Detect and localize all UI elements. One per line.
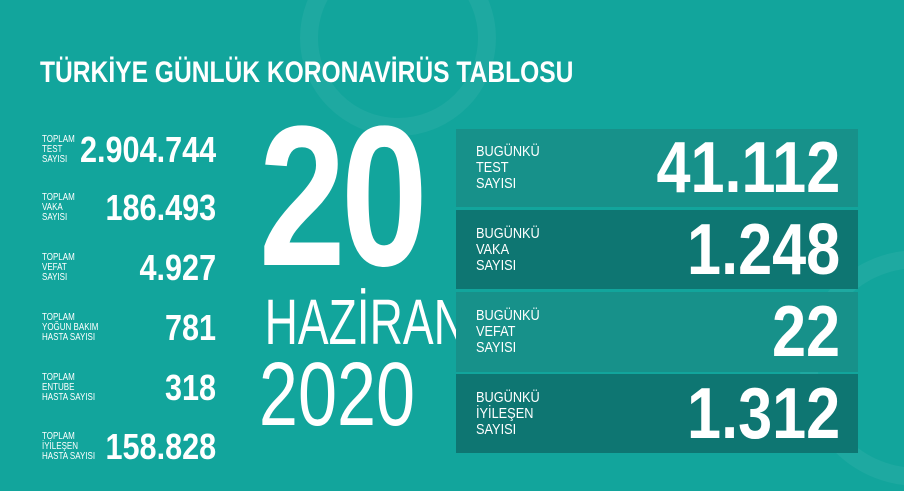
total-icu-value: 781: [164, 307, 216, 348]
today-test-value: 41.112: [656, 128, 840, 208]
today-test-label: BUGÜNKÜ TEST SAYISI: [476, 143, 540, 192]
total-intubated: TOPLAM ENTUBE HASTA SAYISI 318: [42, 366, 216, 410]
date-day: 20: [258, 85, 428, 308]
date-month: HAZİRAN: [264, 286, 467, 358]
total-cases: TOPLAM VAKA SAYISI 186.493: [42, 186, 216, 230]
total-recovered: TOPLAM İYİLEŞEN HASTA SAYISI 158.828: [42, 425, 216, 469]
total-test-label: TOPLAM TEST SAYISI: [42, 134, 75, 165]
total-icu: TOPLAM YOĞUN BAKIM HASTA SAYISI 781: [42, 306, 216, 350]
total-deaths-label: TOPLAM VEFAT SAYISI: [42, 252, 75, 283]
today-recovered-value: 1.312: [686, 373, 840, 454]
total-cases-label: TOPLAM VAKA SAYISI: [42, 192, 75, 223]
today-deaths: BUGÜNKÜ VEFAT SAYISI 22: [456, 292, 858, 372]
total-intubated-value: 318: [164, 367, 216, 408]
total-deaths-value: 4.927: [139, 247, 216, 288]
total-intubated-label: TOPLAM ENTUBE HASTA SAYISI: [42, 372, 96, 403]
total-test-value: 2.904.744: [79, 129, 216, 170]
total-deaths: TOPLAM VEFAT SAYISI 4.927: [42, 246, 216, 290]
today-recovered-label: BUGÜNKÜ İYİLEŞEN SAYISI: [476, 388, 540, 438]
total-recovered-label: TOPLAM İYİLEŞEN HASTA SAYISI: [42, 431, 96, 462]
today-test: BUGÜNKÜ TEST SAYISI 41.112: [456, 129, 858, 207]
page-title: TÜRKİYE GÜNLÜK KORONAVİRÜS TABLOSU: [40, 56, 574, 89]
total-cases-value: 186.493: [105, 187, 216, 228]
total-recovered-value: 158.828: [105, 426, 216, 467]
date-year: 2020: [258, 345, 416, 445]
total-test: TOPLAM TEST SAYISI 2.904.744: [42, 128, 216, 172]
today-cases-value: 1.248: [686, 209, 840, 290]
today-cases-label: BUGÜNKÜ VAKA SAYISI: [476, 224, 540, 274]
today-deaths-value: 22: [771, 292, 840, 372]
total-icu-label: TOPLAM YOĞUN BAKIM HASTA SAYISI: [42, 312, 99, 343]
today-deaths-label: BUGÜNKÜ VEFAT SAYISI: [476, 307, 540, 356]
today-cases: BUGÜNKÜ VAKA SAYISI 1.248: [456, 210, 858, 289]
today-recovered: BUGÜNKÜ İYİLEŞEN SAYISI 1.312: [456, 374, 858, 453]
